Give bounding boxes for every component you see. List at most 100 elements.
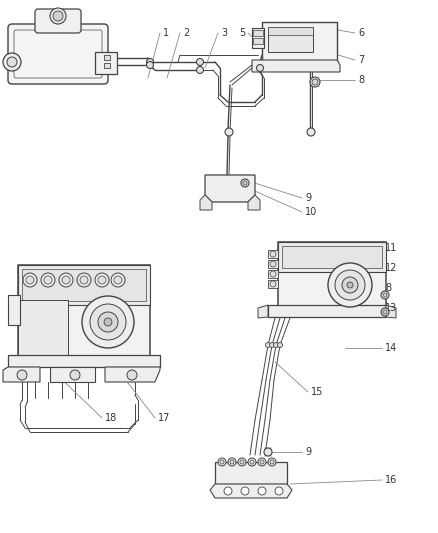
Circle shape xyxy=(270,251,276,257)
Circle shape xyxy=(238,458,246,466)
Bar xyxy=(282,246,382,268)
Circle shape xyxy=(82,296,134,348)
Bar xyxy=(22,269,146,301)
Text: 18: 18 xyxy=(105,413,117,423)
Text: 8: 8 xyxy=(358,75,364,85)
Circle shape xyxy=(383,310,387,314)
Bar xyxy=(104,63,110,68)
Circle shape xyxy=(220,460,224,464)
Circle shape xyxy=(264,448,272,456)
Text: 16: 16 xyxy=(385,475,397,485)
Text: 1: 1 xyxy=(163,28,169,38)
Circle shape xyxy=(17,370,27,380)
Bar xyxy=(104,55,110,60)
Polygon shape xyxy=(210,484,292,498)
Circle shape xyxy=(347,282,353,288)
Bar xyxy=(8,295,20,325)
Circle shape xyxy=(59,273,73,287)
Circle shape xyxy=(127,370,137,380)
Circle shape xyxy=(224,487,232,495)
Circle shape xyxy=(260,460,264,464)
Text: 8: 8 xyxy=(385,283,391,293)
Text: 13: 13 xyxy=(385,303,397,313)
Circle shape xyxy=(383,293,387,297)
Circle shape xyxy=(41,273,55,287)
Polygon shape xyxy=(105,367,160,382)
Bar xyxy=(262,22,337,70)
Bar xyxy=(268,27,313,35)
Circle shape xyxy=(310,77,320,87)
Text: 9: 9 xyxy=(305,447,311,457)
Circle shape xyxy=(307,128,315,136)
Circle shape xyxy=(7,57,17,67)
Text: 6: 6 xyxy=(358,28,364,38)
Text: 12: 12 xyxy=(385,263,397,273)
Bar xyxy=(268,27,313,52)
Bar xyxy=(18,300,68,360)
Polygon shape xyxy=(258,305,268,318)
Bar xyxy=(278,242,386,310)
Polygon shape xyxy=(386,305,396,318)
Circle shape xyxy=(98,276,106,284)
Polygon shape xyxy=(205,175,255,202)
Bar xyxy=(268,280,278,288)
Circle shape xyxy=(269,343,275,348)
Bar xyxy=(253,38,263,44)
Circle shape xyxy=(328,263,372,307)
Circle shape xyxy=(197,67,204,74)
Text: 11: 11 xyxy=(385,243,397,253)
Text: 9: 9 xyxy=(305,193,311,203)
Bar xyxy=(18,265,150,360)
Circle shape xyxy=(258,487,266,495)
Bar xyxy=(268,305,386,317)
Bar xyxy=(253,30,263,36)
Text: 17: 17 xyxy=(158,413,170,423)
Text: 3: 3 xyxy=(221,28,227,38)
Bar xyxy=(252,28,264,48)
Circle shape xyxy=(146,61,153,69)
Circle shape xyxy=(240,460,244,464)
Circle shape xyxy=(23,273,37,287)
Circle shape xyxy=(250,460,254,464)
Polygon shape xyxy=(50,367,95,382)
Circle shape xyxy=(257,64,264,71)
Text: 2: 2 xyxy=(183,28,189,38)
Circle shape xyxy=(228,458,236,466)
Bar xyxy=(8,355,160,367)
Circle shape xyxy=(50,8,66,24)
Bar xyxy=(18,265,150,305)
Circle shape xyxy=(268,458,276,466)
Text: 10: 10 xyxy=(305,207,317,217)
Polygon shape xyxy=(3,367,40,382)
Bar xyxy=(95,52,117,74)
Circle shape xyxy=(104,318,112,326)
Polygon shape xyxy=(248,195,260,210)
FancyBboxPatch shape xyxy=(35,9,81,33)
Circle shape xyxy=(258,458,266,466)
Bar xyxy=(278,242,386,272)
Circle shape xyxy=(275,487,283,495)
Bar xyxy=(268,270,278,278)
Text: 7: 7 xyxy=(358,55,364,65)
Circle shape xyxy=(342,277,358,293)
Bar xyxy=(215,462,287,484)
Circle shape xyxy=(241,179,249,187)
Circle shape xyxy=(218,458,226,466)
Circle shape xyxy=(273,343,279,348)
Bar xyxy=(268,260,278,268)
Circle shape xyxy=(95,273,109,287)
Circle shape xyxy=(77,273,91,287)
Circle shape xyxy=(312,79,318,85)
Circle shape xyxy=(90,304,126,340)
Circle shape xyxy=(44,276,52,284)
Circle shape xyxy=(265,343,271,348)
Circle shape xyxy=(98,312,118,332)
Circle shape xyxy=(62,276,70,284)
Circle shape xyxy=(270,271,276,277)
Bar xyxy=(268,250,278,258)
Circle shape xyxy=(197,59,204,66)
Circle shape xyxy=(3,53,21,71)
Polygon shape xyxy=(252,60,340,72)
Circle shape xyxy=(111,273,125,287)
FancyBboxPatch shape xyxy=(8,24,108,84)
